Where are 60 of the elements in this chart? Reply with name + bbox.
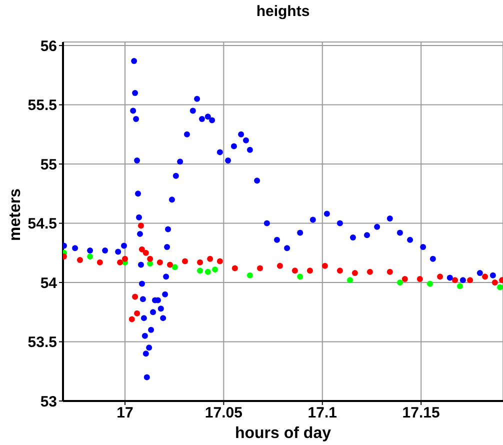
point [132,294,138,300]
point [306,268,313,274]
point [467,277,474,284]
point [347,277,354,284]
point [456,283,463,290]
point [437,274,444,280]
point [182,258,188,264]
point [138,246,145,252]
point [138,222,144,229]
y-tick-label: 55.5 [28,97,57,114]
chart-title: heights [255,3,311,20]
point [166,262,173,268]
point [482,274,488,280]
y-tick-label: 56 [40,38,57,55]
point [156,259,163,266]
point [142,250,149,256]
point [352,270,358,276]
point [76,257,83,264]
x-axis-title: hours of day [234,425,332,443]
point [276,262,283,269]
point [497,284,503,290]
point [297,274,304,280]
point [232,265,238,272]
point [396,280,403,286]
point [366,268,373,275]
point [426,280,433,287]
point [204,268,211,275]
y-tick-label: 54 [40,274,58,292]
point [322,262,328,269]
point [452,277,458,284]
point [336,268,343,274]
y-axis-title: meters [7,188,25,241]
point [196,268,203,274]
point [122,256,128,262]
point [257,265,264,272]
point [416,276,423,282]
x-tick-label: 17.05 [204,404,242,422]
point [207,256,214,262]
point [87,253,94,260]
point [96,259,103,266]
y-tick-label: 54.5 [28,216,57,233]
point [212,266,218,272]
point [172,264,178,270]
x-tick-label: 17.1 [308,404,337,422]
x-tick-label: 17 [116,404,134,422]
point [117,259,124,266]
point [196,259,203,266]
point [402,276,408,282]
point [386,268,393,275]
point [147,256,154,262]
point [492,280,498,286]
point [292,268,298,274]
point [216,258,223,264]
point [246,272,253,278]
point [134,310,140,316]
y-tick-label: 53 [40,393,57,410]
y-tick-label: 55 [40,156,57,174]
y-tick-label: 53.5 [28,334,57,352]
x-tick-label: 17.15 [402,404,440,422]
point [128,316,135,322]
